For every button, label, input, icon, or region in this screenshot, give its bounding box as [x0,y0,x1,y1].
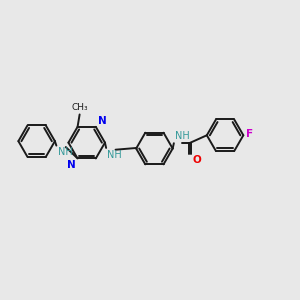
Text: NH: NH [107,150,122,160]
Text: N: N [67,160,76,170]
Text: F: F [246,129,254,139]
Text: CH₃: CH₃ [72,103,88,112]
Text: NH: NH [58,147,72,157]
Text: O: O [193,155,201,165]
Text: N: N [98,116,106,126]
Text: NH: NH [175,131,190,141]
